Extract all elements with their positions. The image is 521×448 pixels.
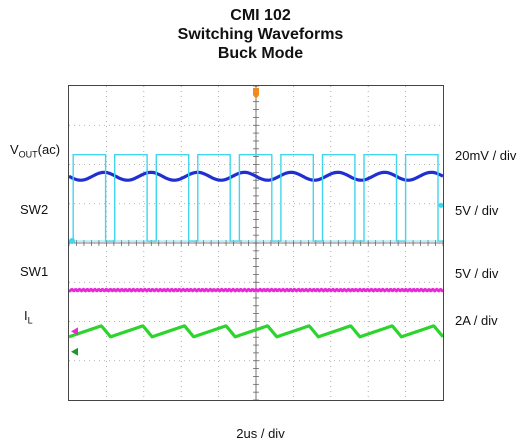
vout-label-main: V — [10, 142, 19, 157]
scale-label-il: 2A / div — [455, 313, 498, 328]
vout-label-sub: OUT — [18, 149, 38, 160]
channel-label-il: IL — [24, 308, 33, 326]
channel-label-sw2: SW2 — [20, 202, 49, 217]
trigger-marker-icon — [253, 88, 259, 99]
title-line-3: Buck Mode — [217, 45, 304, 62]
scope-plot — [69, 86, 443, 400]
scale-label-sw1: 5V / div — [455, 266, 499, 281]
title-line-1: CMI 102 — [230, 7, 291, 24]
vout-label-suffix: (ac) — [37, 142, 61, 157]
channel-label-vout: VOUT(ac) — [10, 142, 60, 160]
sw2-ground-marker-icon — [69, 238, 75, 245]
il-label-main: I — [24, 308, 28, 323]
chart-title: CMI 102 Switching Waveforms Buck Mode — [0, 6, 521, 63]
channel-label-sw1: SW1 — [20, 264, 49, 279]
markers — [69, 88, 443, 356]
scale-label-vout: 20mV / div — [455, 148, 517, 163]
sw1-ground-marker-icon — [71, 327, 78, 336]
trace-sw2 — [69, 153, 443, 242]
il-label-sub: L — [27, 315, 33, 326]
x-axis-label: 2us / div — [236, 426, 285, 441]
traces — [69, 153, 443, 339]
sw2-offset-marker-icon — [438, 202, 443, 208]
grid — [69, 86, 443, 400]
trace-sw1 — [69, 287, 443, 293]
trace-vout-ac- — [69, 170, 443, 182]
title-line-2: Switching Waveforms — [177, 26, 344, 43]
scale-label-sw2: 5V / div — [455, 203, 499, 218]
trace-il — [69, 324, 443, 339]
il-ground-marker-icon — [71, 347, 78, 356]
scope-display — [68, 85, 444, 401]
